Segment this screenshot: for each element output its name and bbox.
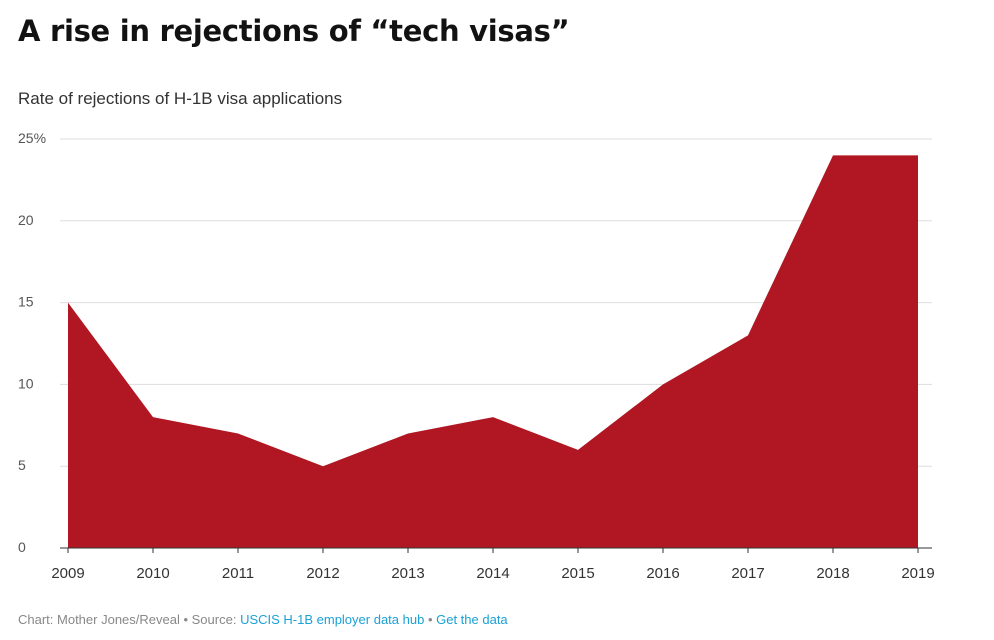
x-tick-label: 2015 (561, 565, 594, 582)
chart-title: A rise in rejections of “tech visas” (18, 14, 570, 48)
y-tick-label: 5 (18, 457, 26, 473)
x-tick-label: 2011 (222, 565, 254, 582)
x-axis-tick-labels: 2009 2010 2011 2012 2013 2014 2015 2016 2017 2018… (51, 565, 934, 582)
source-link[interactable]: USCIS H-1B employer data hub (240, 612, 425, 627)
area-series (68, 155, 918, 549)
area-series-fill (68, 155, 918, 549)
x-tick-label: 2014 (476, 565, 509, 582)
y-tick-label: 20 (18, 212, 34, 228)
y-tick-label: 10 (18, 375, 34, 391)
x-tick-label: 2019 (901, 565, 934, 582)
x-tick-label: 2012 (306, 565, 339, 582)
footer-separator-data: • (424, 612, 437, 627)
y-tick-label: 25% (18, 130, 46, 146)
y-tick-label: 0 (18, 539, 26, 555)
x-axis (60, 547, 932, 553)
area-chart: 0 5 10 15 20 25% 2009 2010 2011 2012 2013 2014 2015… (18, 130, 935, 582)
footer-separator-source: • Source: (179, 612, 241, 627)
x-tick-label: 2013 (391, 565, 424, 582)
footer-credit: Chart: Mother Jones/Reveal (18, 612, 180, 627)
get-the-data-link[interactable]: Get the data (436, 612, 508, 627)
x-tick-label: 2009 (51, 565, 84, 582)
x-tick-label: 2016 (646, 565, 679, 582)
x-tick-label: 2017 (731, 565, 764, 582)
chart-subtitle: Rate of rejections of H-1B visa applicat… (18, 89, 343, 108)
x-tick-label: 2010 (136, 565, 169, 582)
y-tick-label: 15 (18, 294, 34, 310)
y-axis-tick-labels: 0 5 10 15 20 25% (18, 130, 46, 555)
chart-footer: Chart: Mother Jones/Reveal • Source: USC… (18, 612, 508, 627)
x-tick-label: 2018 (816, 565, 849, 582)
